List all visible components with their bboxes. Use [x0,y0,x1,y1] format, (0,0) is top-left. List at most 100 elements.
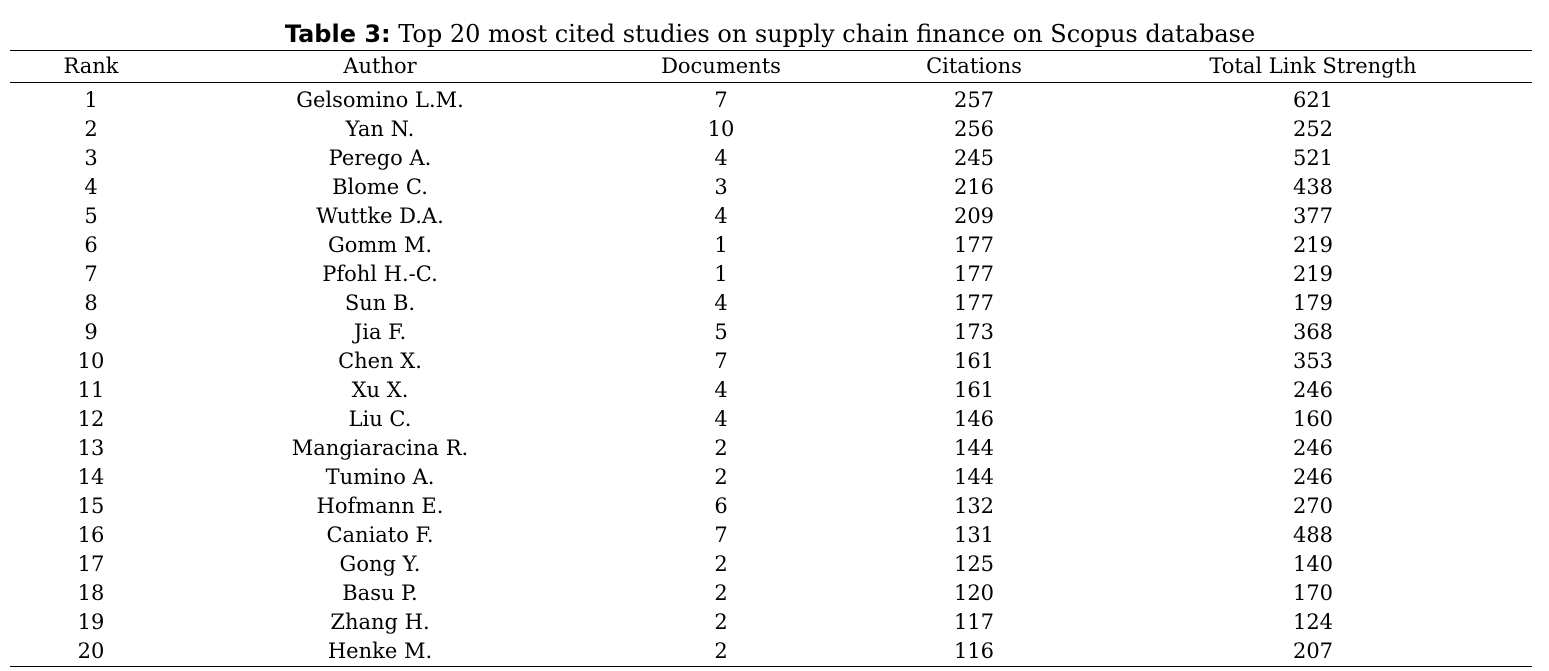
cell-citations: 177 [953,262,995,286]
cell-citations: 144 [953,465,995,489]
table-row: 14 Tumino A. 2 144 246 [10,463,1532,492]
cell-documents: 7 [714,349,728,373]
cell-citations: 177 [953,291,995,315]
cell-total-link-strength: 140 [1292,552,1334,576]
table-row: 17 Gong Y. 2 125 140 [10,550,1532,579]
cell-citations: 120 [953,581,995,605]
cell-author: Pfohl H.-C. [322,262,438,286]
cell-documents: 4 [714,146,728,170]
citations-table: Rank Author Documents Citations Total Li… [10,50,1532,667]
table-row: 4 Blome C. 3 216 438 [10,173,1532,202]
table-body: 1 Gelsomino L.M. 7 257 6 2 1 2 Yan N. 10 2 5 6 2 5 2 3 Pe… [10,83,1532,667]
cell-author: Zhang H. [330,610,430,634]
table-row: 10 Chen X. 7 161 353 [10,347,1532,376]
cell-total-link-strength: 246 [1292,436,1334,460]
cell-rank: 2 [84,117,98,141]
cell-citations: 257 [953,88,995,112]
cell-documents: 5 [714,320,728,344]
table-row: 16 Caniato F. 7 131 488 [10,521,1532,550]
cell-documents: 7 [714,88,728,112]
cell-citations: 146 [953,407,995,431]
table-row: 18 Basu P. 2 120 170 [10,579,1532,608]
cell-rank: 17 [77,552,105,576]
table-row: 11 Xu X. 4 161 246 [10,376,1532,405]
cell-total-link-strength: 246 [1292,378,1334,402]
cell-rank: 16 [77,523,105,547]
cell-author: Sun B. [344,291,416,315]
cell-total-link-strength: 270 [1292,494,1334,518]
cell-author: Gomm M. [327,233,433,257]
cell-documents: 2 [714,552,728,576]
column-header-author: Author [343,54,417,78]
cell-documents: 1 [714,233,728,257]
table-row: 8 Sun B. 4 177 179 [10,289,1532,318]
cell-documents: 6 [714,494,728,518]
cell-author: Yan N. [345,117,415,141]
cell-rank: 18 [77,581,105,605]
cell-documents: 4 [714,291,728,315]
cell-author: Tumino A. [325,465,435,489]
cell-citations: 117 [953,610,995,634]
cell-author: Caniato F. [326,523,434,547]
cell-documents: 1 [714,262,728,286]
cell-documents: 7 [714,523,728,547]
table-row: 1 Gelsomino L.M. 7 257 621 [10,83,1532,116]
cell-author: Blome C. [332,175,428,199]
column-header-documents: Documents [661,54,781,78]
table-header: Rank Author Documents Citations Total Li… [10,50,1532,83]
cell-rank: 5 [84,204,98,228]
cell-total-link-strength: 170 [1292,581,1334,605]
cell-rank: 14 [77,465,105,489]
cell-citations: 125 [953,552,995,576]
cell-total-link-strength: 521 [1292,146,1334,170]
cell-documents: 3 [714,175,728,199]
cell-citations: 216 [953,175,995,199]
cell-documents: 4 [714,378,728,402]
cell-rank: 3 [84,146,98,170]
cell-author: Gelsomino L.M. [296,88,464,112]
cell-documents: 4 [714,204,728,228]
cell-total-link-strength: 219 [1292,233,1334,257]
column-header-total-link-strength: Total Link Strength [1209,54,1417,78]
cell-author: Liu C. [348,407,412,431]
cell-rank: 13 [77,436,105,460]
table-row: 15 Hofmann E. 6 132 270 [10,492,1532,521]
cell-total-link-strength: 353 [1292,349,1334,373]
cell-author: Xu X. [351,378,409,402]
cell-citations: 245 [953,146,995,170]
cell-rank: 11 [77,378,105,402]
cell-rank: 19 [77,610,105,634]
cell-documents: 2 [714,639,728,663]
cell-documents: 2 [714,610,728,634]
table-caption-text: Top 20 most cited studies on supply chai… [390,20,1256,48]
table-row: 2 Yan N. 10 256 252 [10,115,1532,144]
table-row: 19 Zhang H. 2 117 124 [10,608,1532,637]
cell-citations: 177 [953,233,995,257]
cell-rank: 4 [84,175,98,199]
cell-author: Perego A. [328,146,432,170]
cell-citations: 116 [953,639,995,663]
cell-rank: 6 [84,233,98,257]
table-row: 7 Pfohl H.-C. 1 177 219 [10,260,1532,289]
cell-documents: 2 [714,581,728,605]
cell-documents: 4 [714,407,728,431]
cell-rank: 20 [77,639,105,663]
cell-citations: 209 [953,204,995,228]
cell-total-link-strength: 160 [1292,407,1334,431]
table-row: 5 Wuttke D.A. 4 209 377 [10,202,1532,231]
column-header-citations: Citations [926,54,1022,78]
cell-citations: 161 [953,349,995,373]
table-caption-label: Table 3: [284,20,391,48]
table-caption: Table 3: Top 20 most cited studies on su… [0,18,1540,50]
cell-rank: 10 [77,349,105,373]
cell-rank: 15 [77,494,105,518]
cell-rank: 1 [84,88,98,112]
cell-author: Henke M. [327,639,433,663]
cell-author: Gong Y. [339,552,421,576]
cell-citations: 173 [953,320,995,344]
cell-total-link-strength: 377 [1292,204,1334,228]
cell-author: Jia F. [353,320,407,344]
cell-total-link-strength: 246 [1292,465,1334,489]
cell-rank: 8 [84,291,98,315]
cell-author: Wuttke D.A. [316,204,444,228]
